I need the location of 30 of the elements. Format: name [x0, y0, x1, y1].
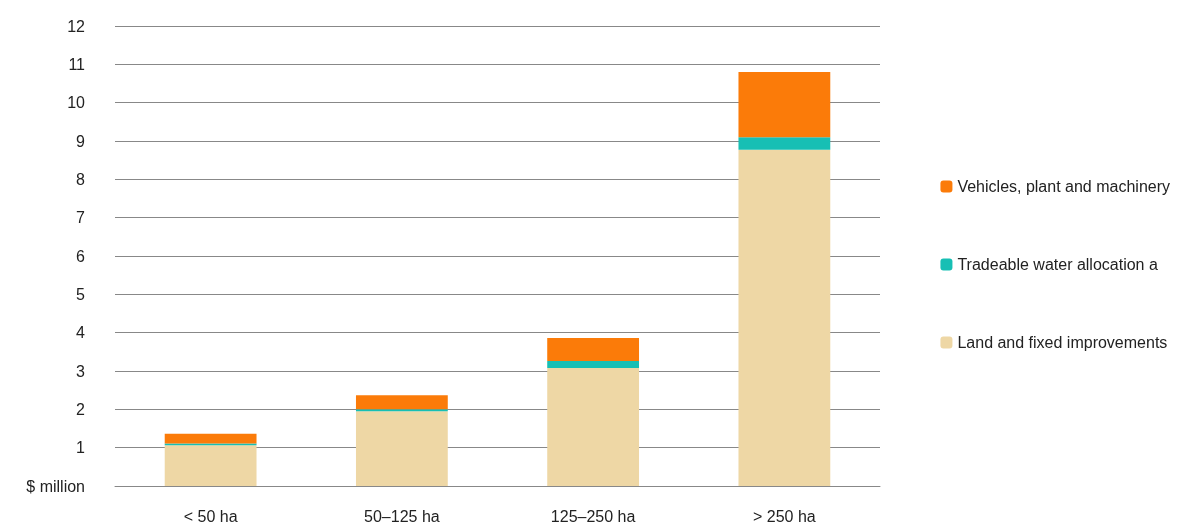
y-tick-label: 5 [76, 285, 86, 303]
x-tick-label: 125–250 ha [550, 507, 636, 525]
bar [738, 137, 831, 150]
y-tick-label: 8 [76, 170, 86, 188]
bar [164, 433, 257, 444]
y-tick-label: 10 [67, 94, 86, 112]
y-tick-label: 9 [76, 132, 86, 150]
y-tick-label: 7 [76, 209, 86, 227]
bar [547, 361, 640, 368]
y-tick-label: 2 [76, 400, 86, 418]
bar [355, 411, 448, 486]
bar [355, 395, 448, 410]
bar [738, 72, 831, 138]
bar [547, 338, 640, 362]
x-tick-label: < 50 ha [183, 507, 238, 525]
legend-label: Land and fixed improvements [957, 334, 1168, 351]
y-tick-label: 11 [68, 55, 86, 73]
legend-label: Vehicles, plant and machinery [957, 178, 1171, 195]
y-tick-label: 1 [76, 439, 86, 457]
x-tick-label: > 250 ha [753, 507, 816, 525]
x-tick-label: 50–125 ha [364, 507, 440, 525]
y-tick-label: $ million [26, 477, 85, 495]
bar [547, 367, 640, 486]
y-tick-label: 4 [76, 324, 86, 342]
bar [164, 445, 257, 486]
y-tick-label: 6 [76, 247, 86, 265]
y-tick-label: 12 [67, 17, 86, 35]
y-tick-label: 3 [76, 362, 86, 380]
legend-label: Tradeable water allocation a [957, 256, 1158, 273]
bar [738, 149, 831, 486]
